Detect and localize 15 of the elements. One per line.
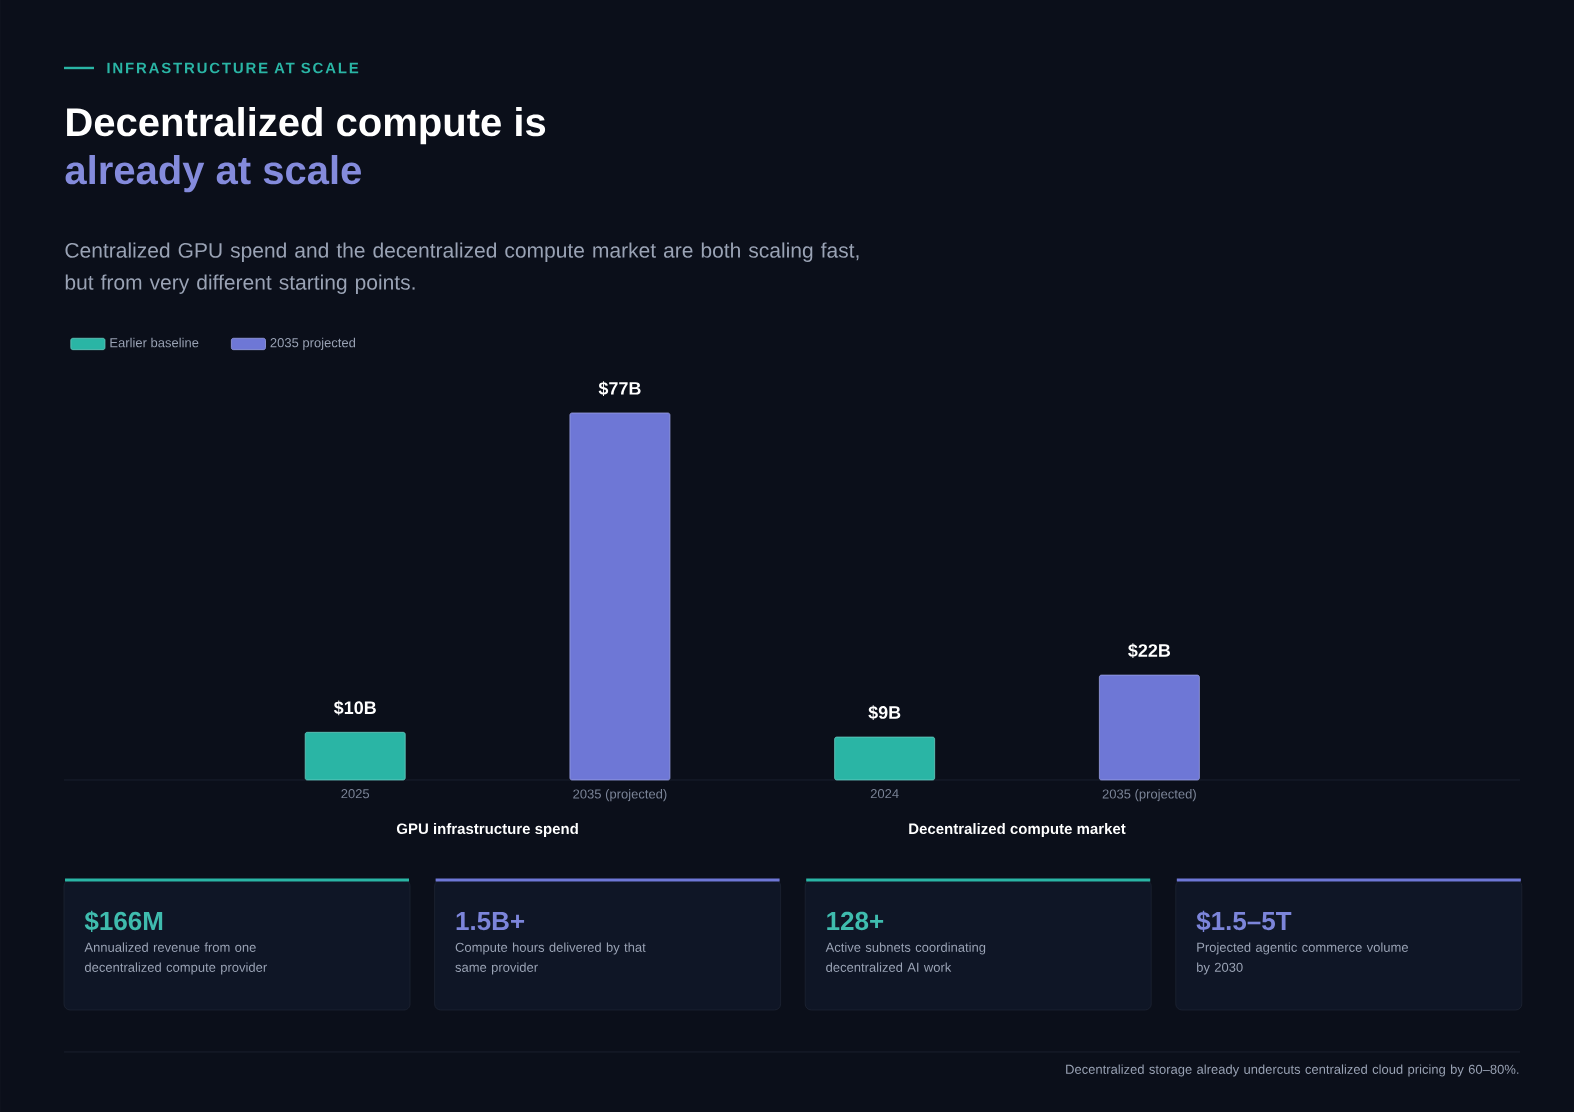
chart-subtitle: already at scale (65, 155, 361, 193)
data-label: $22B (1128, 643, 1171, 659)
text: $1.5–5T (1196, 910, 1292, 932)
data-label: $77B (598, 381, 641, 396)
text: 128+ (827, 911, 884, 931)
text: 1.5B+ (456, 912, 525, 931)
bar (1098, 674, 1200, 781)
bar (569, 412, 671, 781)
chart-title: Decentralized compute is (67, 107, 546, 145)
bar (304, 731, 406, 781)
data-label: $10B (333, 700, 376, 716)
text: Centralized GPU spend and the decentralized compute market are both scaling fast, but from very different starting points. (65, 242, 859, 294)
text: $166M (84, 910, 163, 932)
bar (834, 736, 936, 781)
data-label: $9B (868, 705, 901, 721)
